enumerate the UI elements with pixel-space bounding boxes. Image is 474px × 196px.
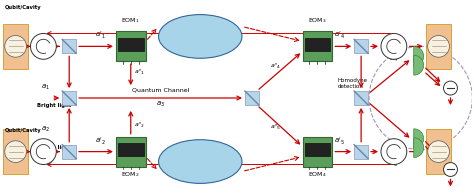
- FancyBboxPatch shape: [426, 24, 451, 69]
- Wedge shape: [414, 55, 424, 75]
- FancyBboxPatch shape: [116, 32, 146, 61]
- FancyBboxPatch shape: [245, 91, 259, 105]
- FancyBboxPatch shape: [62, 91, 76, 105]
- Text: EOM$_3$: EOM$_3$: [308, 16, 327, 24]
- FancyBboxPatch shape: [302, 32, 332, 61]
- FancyBboxPatch shape: [354, 39, 368, 53]
- Text: Bright light: Bright light: [37, 145, 72, 150]
- Text: $a''_2$: $a''_2$: [134, 120, 145, 130]
- Text: EOM$_2$: EOM$_2$: [121, 171, 140, 179]
- Wedge shape: [414, 129, 424, 149]
- Circle shape: [5, 35, 27, 57]
- FancyBboxPatch shape: [118, 38, 144, 51]
- Circle shape: [428, 141, 449, 162]
- Circle shape: [381, 139, 407, 164]
- Circle shape: [444, 81, 457, 95]
- FancyBboxPatch shape: [116, 137, 146, 167]
- Circle shape: [30, 139, 56, 164]
- FancyBboxPatch shape: [62, 145, 76, 159]
- Text: $a'_4$: $a'_4$: [334, 30, 345, 41]
- Text: Homodyne
detection: Homodyne detection: [337, 78, 367, 89]
- Text: Qubit/Cavity: Qubit/Cavity: [5, 5, 41, 10]
- Text: Qubit/Cavity: Qubit/Cavity: [5, 128, 41, 133]
- Wedge shape: [414, 46, 424, 66]
- Text: $a''_1$: $a''_1$: [134, 67, 145, 77]
- Text: $a_5$: $a_5$: [389, 160, 398, 169]
- FancyBboxPatch shape: [304, 143, 330, 156]
- Text: EOM$_4$: EOM$_4$: [308, 171, 327, 179]
- Text: $a'_1$: $a'_1$: [94, 30, 105, 41]
- Ellipse shape: [159, 140, 242, 183]
- Text: $a'_2$: $a'_2$: [94, 135, 105, 147]
- Text: $a_2$: $a_2$: [41, 124, 50, 134]
- FancyBboxPatch shape: [426, 129, 451, 174]
- FancyBboxPatch shape: [354, 145, 368, 159]
- Text: Synchronization
channel: Synchronization channel: [178, 148, 222, 158]
- Ellipse shape: [159, 15, 242, 58]
- Text: $a'_5$: $a'_5$: [334, 135, 345, 147]
- Text: $a''_5$: $a''_5$: [270, 122, 281, 132]
- Text: $a''_4$: $a''_4$: [270, 61, 281, 71]
- Text: $a_4$: $a_4$: [389, 54, 399, 64]
- Circle shape: [444, 162, 457, 176]
- FancyBboxPatch shape: [354, 91, 368, 105]
- Circle shape: [5, 141, 27, 162]
- Wedge shape: [414, 138, 424, 158]
- FancyBboxPatch shape: [304, 38, 330, 51]
- FancyBboxPatch shape: [302, 137, 332, 167]
- Text: $a_3$: $a_3$: [156, 100, 165, 109]
- Circle shape: [30, 34, 56, 59]
- FancyBboxPatch shape: [3, 129, 28, 174]
- Text: Quantum Channel: Quantum Channel: [132, 87, 189, 92]
- Text: $a_1$: $a_1$: [41, 83, 50, 92]
- Circle shape: [381, 34, 407, 59]
- Text: Bright light: Bright light: [37, 103, 72, 108]
- FancyBboxPatch shape: [3, 24, 28, 69]
- FancyBboxPatch shape: [118, 143, 144, 156]
- Text: EOM$_1$: EOM$_1$: [121, 16, 140, 24]
- FancyBboxPatch shape: [62, 39, 76, 53]
- Text: Synchronization
channel: Synchronization channel: [178, 21, 222, 31]
- Circle shape: [428, 35, 449, 57]
